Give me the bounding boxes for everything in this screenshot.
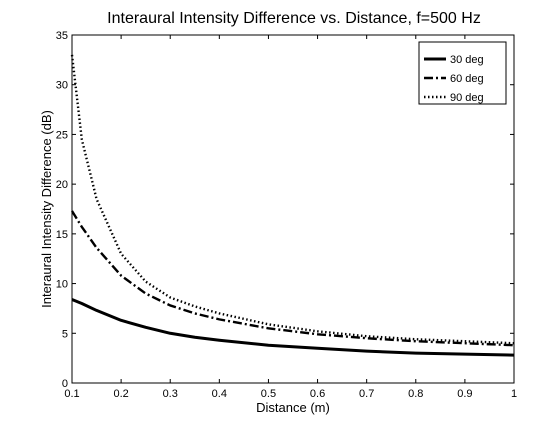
y-tick-label: 25	[56, 129, 68, 141]
y-axis-label: Interaural Intensity Difference (dB)	[39, 110, 54, 308]
legend-label: 30 deg	[450, 54, 484, 66]
legend-items: 30 deg 60 deg 90 deg	[424, 54, 484, 104]
y-tick-label: 10	[56, 279, 68, 291]
legend-box	[418, 41, 507, 105]
x-tick-label: 0.8	[408, 388, 423, 400]
x-tick-label: 0.7	[359, 388, 374, 400]
x-tick-label: 0.3	[163, 388, 178, 400]
axis-ticks	[71, 34, 515, 384]
legend: 30 deg 60 deg 90 deg	[418, 41, 507, 105]
y-tick-label: 15	[56, 229, 68, 241]
series-lines	[70, 54, 515, 357]
x-tick-label: 0.1	[64, 388, 79, 400]
legend-label: 60 deg	[450, 73, 484, 85]
series-line-90-deg	[70, 54, 515, 345]
x-tick-label: 0.4	[212, 388, 227, 400]
series-line-60-deg	[70, 210, 515, 347]
chart-title: Interaural Intensity Difference vs. Dist…	[107, 10, 481, 27]
y-tick-label: 20	[56, 179, 68, 191]
y-tick-label: 5	[62, 328, 68, 340]
x-tick-label: 0.9	[457, 388, 472, 400]
y-tick-label: 35	[56, 30, 68, 42]
x-tick-label: 0.2	[113, 388, 128, 400]
x-axis-label: Distance (m)	[256, 400, 330, 415]
y-tick-label: 0	[62, 378, 68, 390]
y-tick-labels: 0 5 10 15 20 25 30 35	[56, 30, 68, 390]
series-line-30-deg	[71, 298, 515, 357]
x-tick-label: 0.5	[261, 388, 276, 400]
x-tick-label: 1	[511, 388, 517, 400]
legend-label: 90 deg	[450, 92, 484, 104]
x-tick-labels: 0.1 0.2 0.3 0.4 0.5 0.6 0.7 0.8 0.9 1	[64, 388, 517, 400]
y-tick-label: 30	[56, 80, 68, 92]
x-tick-label: 0.6	[310, 388, 325, 400]
